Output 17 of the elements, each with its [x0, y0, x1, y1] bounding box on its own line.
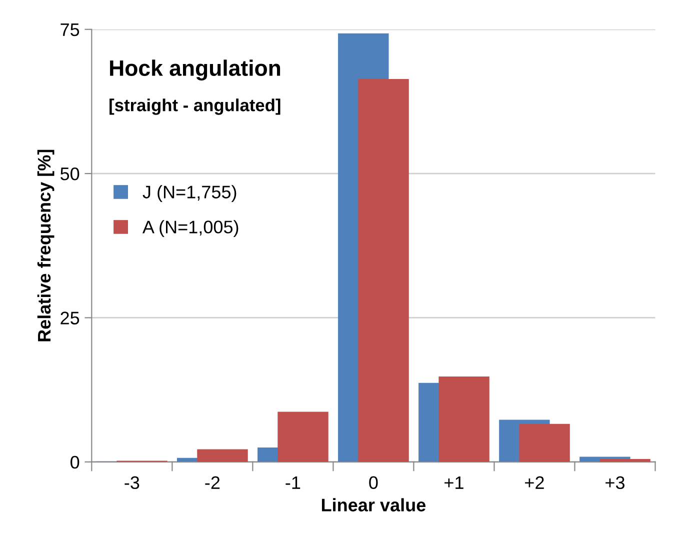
legend-label: A (N=1,005)	[142, 220, 238, 237]
x-tick-label: +1	[444, 476, 464, 489]
x-tick-label: -1	[286, 476, 300, 489]
y-tick-label: 25	[60, 312, 80, 324]
x-tick-label: 0	[369, 476, 378, 490]
x-axis-title: Linear value	[322, 498, 426, 512]
y-tick-label: 75	[60, 23, 80, 36]
y-axis-title: Relative frequency [%]	[37, 150, 54, 342]
x-tick-label: +3	[606, 476, 624, 490]
x-tick-label: -2	[205, 476, 220, 489]
text: [straight - angulated]	[110, 98, 280, 115]
y-tick-label: 0	[70, 456, 80, 469]
x-tick-label: -3	[124, 476, 140, 490]
x-tick-label: +2	[525, 476, 544, 489]
y-tick-label: 50	[60, 167, 80, 180]
legend-label: J (N=1,755)	[142, 185, 236, 202]
text: Hock angulation	[110, 60, 280, 80]
